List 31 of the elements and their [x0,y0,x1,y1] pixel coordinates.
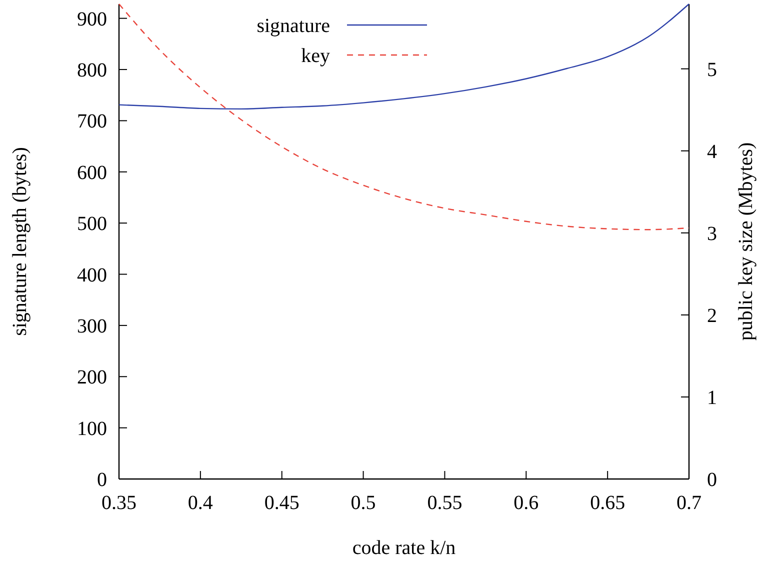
x-axis-title: code rate k/n [352,537,456,559]
y-tick-label: 400 [77,264,107,286]
line-series [118,3,690,110]
y-tick-label: 600 [77,162,107,184]
x-tick-label: 0.65 [590,492,626,514]
y-tick-label: 0 [97,469,107,491]
x-tick-label: 0.5 [350,492,376,514]
x-tick-label: 0.55 [427,492,462,514]
x-tick-label: 0.6 [514,492,539,514]
y2-tick-label: 5 [707,58,717,81]
y2-tick-label: 2 [707,304,717,327]
x-tick-label: 0.7 [676,492,702,514]
y-tick-label: 100 [77,418,107,440]
x-tick-label: 0.4 [188,492,213,514]
x-tick-label: 0.35 [102,492,136,514]
legend-label: signature [256,15,330,37]
y2-tick-label: 1 [707,386,717,409]
y-tick-label: 800 [77,60,107,82]
y-axis-title: signature length (bytes) [9,147,31,336]
y-tick-label: 700 [77,110,107,133]
y-tick-label: 300 [77,315,107,338]
line-series [118,3,690,230]
y-tick-label: 900 [77,8,107,30]
legend-label: key [301,45,330,67]
y-tick-label: 500 [77,213,107,236]
y2-axis-title: public key size (Mbytes) [735,142,757,341]
y2-tick-label: 0 [707,469,717,491]
y2-tick-label: 3 [707,222,717,245]
y2-tick-label: 4 [707,140,717,163]
y-tick-label: 200 [77,366,107,389]
x-tick-label: 0.45 [264,492,300,514]
